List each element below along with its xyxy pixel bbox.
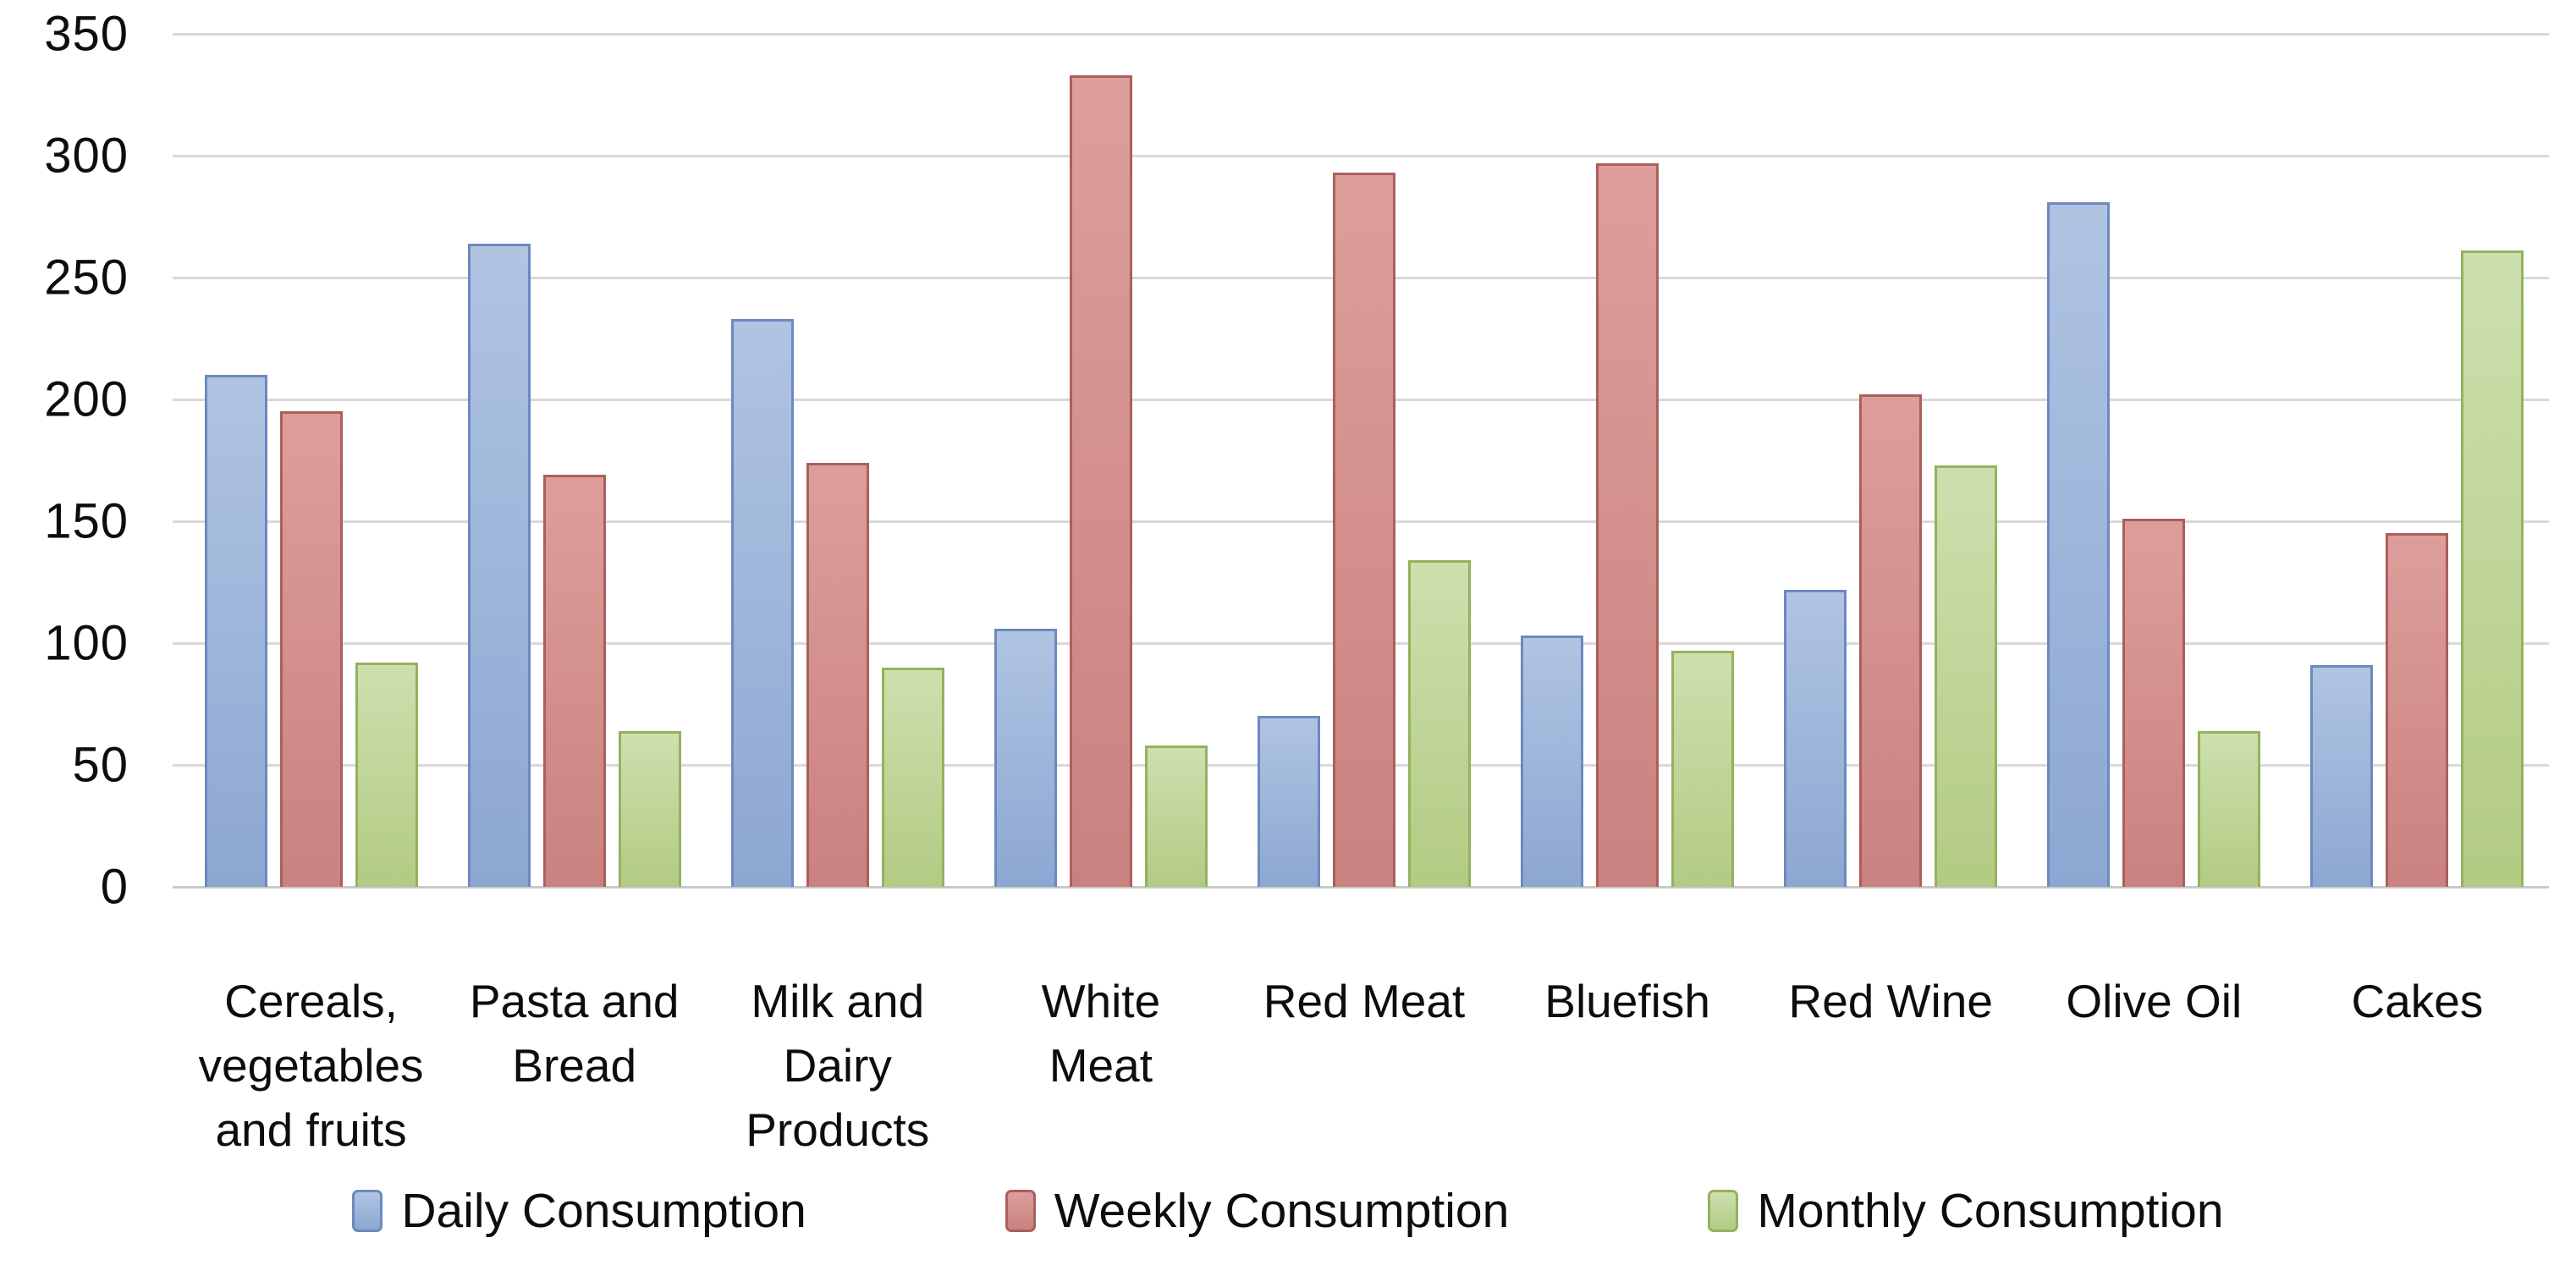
bar-daily-consumption-6	[1521, 636, 1584, 887]
x-category-label-8: Olive Oil	[2066, 975, 2243, 1027]
plot-area	[173, 33, 2549, 889]
y-tick-label-300: 300	[44, 128, 129, 184]
x-category-label-5: Red Meat	[1263, 975, 1466, 1027]
bar-group-9	[2286, 34, 2549, 887]
y-tick-label-50: 50	[72, 737, 129, 793]
bar-daily-consumption-5	[1257, 716, 1320, 887]
legend-swatch-icon	[1708, 1190, 1739, 1232]
bar-weekly-consumption-4	[1069, 75, 1132, 887]
y-tick-label-200: 200	[44, 371, 129, 427]
bar-groups	[179, 34, 2549, 887]
bar-weekly-consumption-5	[1332, 173, 1395, 887]
bar-weekly-consumption-6	[1596, 163, 1660, 887]
bar-daily-consumption-9	[2310, 665, 2374, 887]
bar-monthly-consumption-4	[1144, 746, 1208, 887]
gridline-0	[173, 886, 2549, 889]
bar-weekly-consumption-7	[1859, 394, 1923, 887]
legend-label: Weekly Consumption	[1054, 1184, 1510, 1238]
bar-weekly-consumption-2	[542, 475, 606, 887]
bar-monthly-consumption-2	[618, 731, 681, 887]
bar-daily-consumption-3	[730, 319, 794, 887]
bar-daily-consumption-8	[2047, 202, 2111, 887]
bar-weekly-consumption-9	[2386, 533, 2449, 887]
bar-group-4	[969, 34, 1232, 887]
legend-swatch-icon	[1005, 1190, 1036, 1232]
gridline-350	[173, 33, 2549, 36]
x-category-label-2: Pasta and Bread	[469, 975, 680, 1092]
x-category-label-7: Red Wine	[1788, 975, 1993, 1027]
bar-group-7	[1759, 34, 2023, 887]
y-tick-label-250: 250	[44, 250, 129, 305]
bar-weekly-consumption-1	[279, 411, 343, 887]
bar-group-6	[1496, 34, 1759, 887]
bar-daily-consumption-1	[204, 375, 267, 887]
y-axis-tick-labels: 0 50 100 150 200 250 300 350	[0, 7, 129, 915]
legend-item-monthly-consumption: Monthly Consumption	[1708, 1183, 2224, 1239]
bar-monthly-consumption-3	[881, 668, 944, 887]
x-category-label-9: Cakes	[2351, 975, 2484, 1027]
legend: Daily Consumption Weekly Consumption Month…	[0, 1183, 2576, 1239]
bar-daily-consumption-7	[1784, 590, 1847, 887]
gridline-300	[173, 154, 2549, 157]
y-tick-label-350: 350	[44, 6, 129, 62]
legend-label: Daily Consumption	[401, 1184, 806, 1238]
bar-group-1	[179, 34, 443, 887]
bar-monthly-consumption-1	[355, 663, 418, 887]
bar-monthly-consumption-5	[1407, 560, 1471, 887]
bar-monthly-consumption-8	[2198, 731, 2261, 887]
bar-daily-consumption-2	[467, 244, 531, 887]
bar-weekly-consumption-3	[806, 463, 869, 887]
y-tick-label-100: 100	[44, 615, 129, 671]
bar-monthly-consumption-7	[1935, 465, 1998, 887]
legend-swatch-icon	[352, 1190, 383, 1232]
bar-daily-consumption-4	[994, 629, 1057, 887]
legend-label: Monthly Consumption	[1757, 1184, 2224, 1238]
x-category-label-6: Bluefish	[1544, 975, 1710, 1027]
bar-weekly-consumption-8	[2122, 519, 2186, 887]
x-category-label-3: Milk and Dairy Products	[746, 975, 930, 1156]
bar-group-2	[443, 34, 706, 887]
y-tick-label-0: 0	[100, 859, 129, 915]
bar-monthly-consumption-9	[2461, 250, 2524, 887]
bar-group-8	[2023, 34, 2286, 887]
legend-item-weekly-consumption: Weekly Consumption	[1005, 1183, 1510, 1239]
legend-item-daily-consumption: Daily Consumption	[352, 1183, 806, 1239]
bar-group-3	[706, 34, 969, 887]
x-category-label-4: White Meat	[1041, 975, 1161, 1092]
y-tick-label-150: 150	[44, 493, 129, 549]
bar-monthly-consumption-6	[1671, 651, 1735, 887]
x-axis-category-labels: Cereals, vegetables and fruits Pasta and …	[179, 970, 2549, 1163]
x-category-label-1: Cereals, vegetables and fruits	[198, 975, 424, 1156]
bar-group-5	[1232, 34, 1495, 887]
